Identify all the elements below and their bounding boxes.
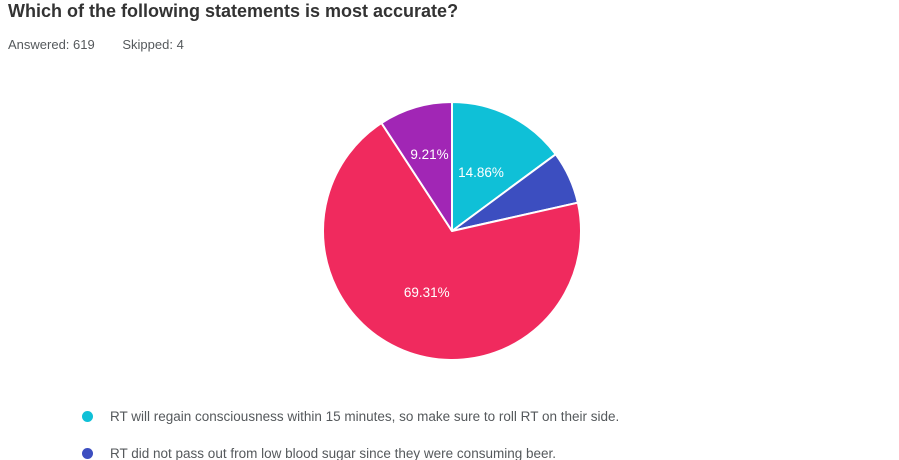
slice-label: 14.86% <box>458 165 504 180</box>
chart-legend: RT will regain consciousness within 15 m… <box>82 409 842 460</box>
pie-chart: 14.86% 69.31% 9.21% <box>322 101 583 361</box>
answered-stat: Answered: 619 <box>8 37 95 52</box>
pie-slice[interactable] <box>322 122 583 361</box>
skipped-stat: Skipped: 4 <box>122 37 183 52</box>
pie-slice[interactable] <box>451 101 557 232</box>
slice-label: 69.31% <box>404 285 450 300</box>
legend-item[interactable]: RT will regain consciousness within 15 m… <box>82 409 842 424</box>
legend-label: RT will regain consciousness within 15 m… <box>110 409 620 424</box>
answered-label: Answered: <box>8 37 70 52</box>
question-title: Which of the following statements is mos… <box>8 1 459 21</box>
legend-swatch-icon <box>82 411 93 422</box>
legend-label: RT did not pass out from low blood sugar… <box>110 446 556 460</box>
answered-value: 619 <box>73 37 95 52</box>
skipped-value: 4 <box>176 37 184 52</box>
slice-label: 9.21% <box>410 147 448 162</box>
response-stats: Answered: 619 Skipped: 4 <box>8 37 184 52</box>
legend-item[interactable]: RT did not pass out from low blood sugar… <box>82 446 842 460</box>
pie-slice[interactable] <box>380 101 453 232</box>
skipped-label: Skipped: <box>122 37 173 52</box>
legend-swatch-icon <box>82 448 93 459</box>
